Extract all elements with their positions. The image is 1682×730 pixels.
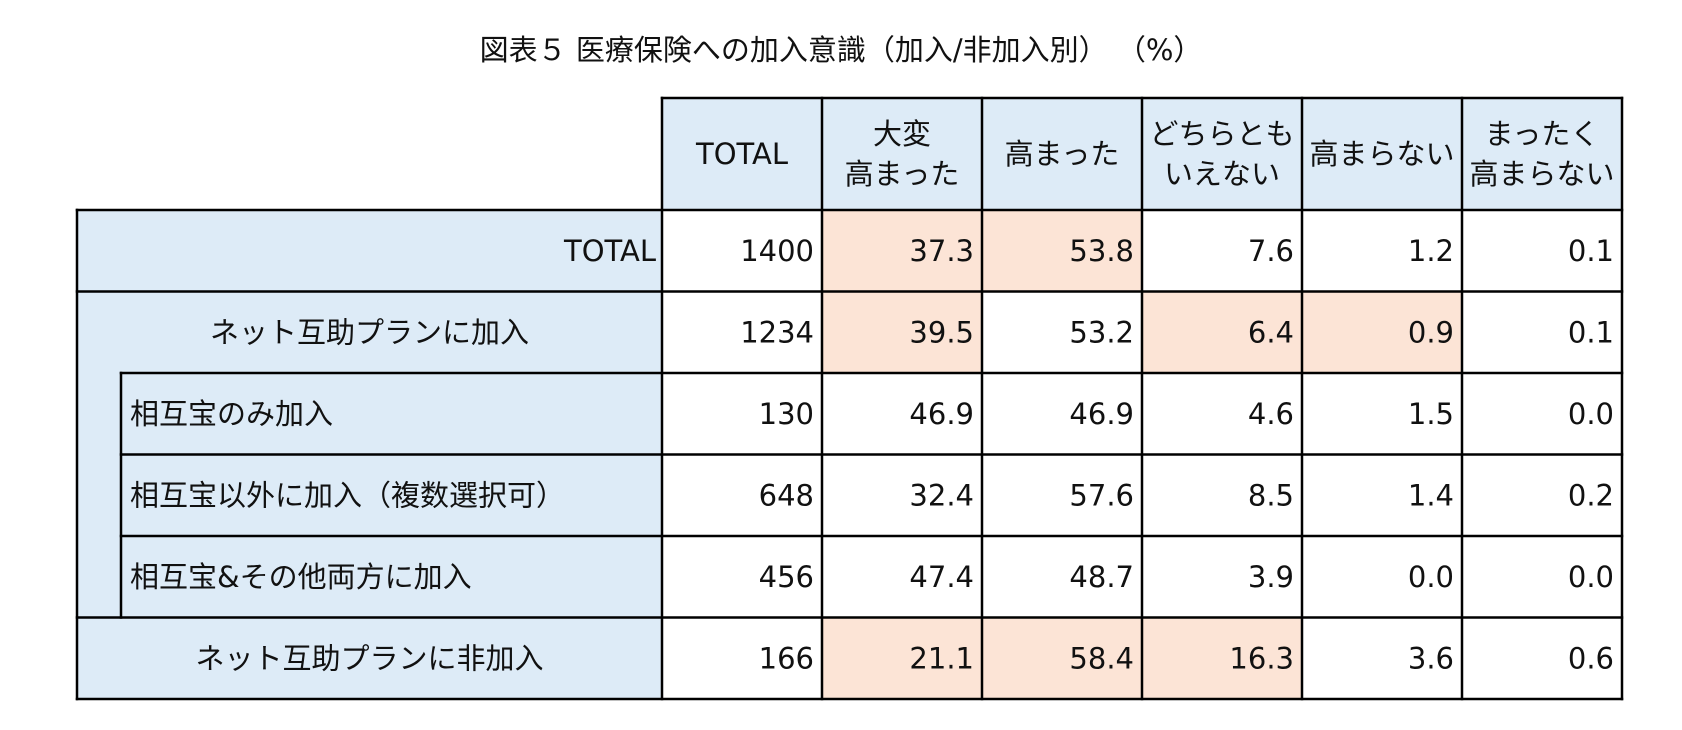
highlight-cell xyxy=(982,617,1142,699)
row-label: ネット互助プランに非加入 xyxy=(195,641,543,675)
data-label: 8.5 xyxy=(1248,478,1294,512)
data-label: 3.9 xyxy=(1248,560,1294,594)
column-header-label: 高まった xyxy=(845,157,960,191)
value-cell xyxy=(1302,536,1462,618)
column-header-label: 高まらない xyxy=(1469,157,1614,191)
value-cell xyxy=(1462,536,1622,618)
data-label: 53.2 xyxy=(1069,315,1134,349)
value-cell xyxy=(1142,210,1302,292)
value-cell xyxy=(982,454,1142,536)
value-cell xyxy=(1462,210,1622,292)
highlight-cell xyxy=(1302,291,1462,373)
data-label: 7.6 xyxy=(1248,234,1294,268)
row-label: 相互宝&その他両方に加入 xyxy=(130,560,472,594)
row-label: 相互宝のみ加入 xyxy=(130,397,333,431)
highlight-cell xyxy=(1142,291,1302,373)
data-label: 0.6 xyxy=(1568,641,1614,675)
column-header-label: まったく xyxy=(1485,117,1600,151)
data-label: 166 xyxy=(759,641,814,675)
value-cell xyxy=(1462,373,1622,455)
value-cell xyxy=(662,291,822,373)
data-label: 6.4 xyxy=(1248,315,1294,349)
data-label: 0.1 xyxy=(1568,315,1614,349)
column-header-label: いえない xyxy=(1164,157,1280,191)
data-label: 0.0 xyxy=(1568,560,1614,594)
data-label: 1.5 xyxy=(1408,397,1454,431)
data-label: 0.2 xyxy=(1568,478,1614,512)
data-label: 0.0 xyxy=(1568,397,1614,431)
value-cell xyxy=(982,536,1142,618)
row-label: TOTAL xyxy=(563,234,656,268)
data-label: 39.5 xyxy=(909,315,974,349)
value-cell xyxy=(982,291,1142,373)
value-cell xyxy=(1302,210,1462,292)
value-cell xyxy=(1462,291,1622,373)
data-label: 47.4 xyxy=(909,560,974,594)
data-label: 53.8 xyxy=(1069,234,1134,268)
value-cell xyxy=(662,454,822,536)
value-cell xyxy=(1462,454,1622,536)
data-label: 0.1 xyxy=(1568,234,1614,268)
data-label: 37.3 xyxy=(909,234,974,268)
value-cell xyxy=(1142,373,1302,455)
data-label: 58.4 xyxy=(1069,641,1134,675)
column-header-label: どちらとも xyxy=(1149,117,1294,151)
value-cell xyxy=(662,617,822,699)
value-cell xyxy=(822,373,982,455)
data-label: 4.6 xyxy=(1248,397,1294,431)
value-cell xyxy=(662,210,822,292)
data-label: 46.9 xyxy=(1069,397,1134,431)
value-cell xyxy=(1302,454,1462,536)
highlight-cell xyxy=(982,210,1142,292)
data-label: 32.4 xyxy=(909,478,974,512)
value-cell xyxy=(662,536,822,618)
value-cell xyxy=(982,373,1142,455)
data-label: 648 xyxy=(759,478,814,512)
data-label: 1234 xyxy=(740,315,814,349)
data-label: 48.7 xyxy=(1069,560,1134,594)
data-label: 3.6 xyxy=(1408,641,1454,675)
data-label: 1.4 xyxy=(1408,478,1454,512)
row-label: 相互宝以外に加入（複数選択可） xyxy=(130,478,565,512)
value-cell xyxy=(822,454,982,536)
value-cell xyxy=(1462,617,1622,699)
data-label: 1.2 xyxy=(1408,234,1454,268)
value-cell xyxy=(1302,373,1462,455)
column-header-label: 高まった xyxy=(1005,137,1120,171)
value-cell xyxy=(1142,454,1302,536)
data-label: 16.3 xyxy=(1229,641,1294,675)
column-header-label: TOTAL xyxy=(695,137,788,171)
value-cell xyxy=(822,536,982,618)
highlight-cell xyxy=(822,210,982,292)
data-label: 46.9 xyxy=(909,397,974,431)
column-header-label: 高まらない xyxy=(1309,137,1454,171)
highlight-cell xyxy=(822,617,982,699)
data-label: 0.0 xyxy=(1408,560,1454,594)
row-label: ネット互助プランに加入 xyxy=(210,315,529,349)
data-label: 130 xyxy=(759,397,814,431)
data-label: 456 xyxy=(759,560,814,594)
data-label: 57.6 xyxy=(1069,478,1134,512)
data-label: 0.9 xyxy=(1408,315,1454,349)
value-cell xyxy=(662,373,822,455)
highlight-cell xyxy=(1142,617,1302,699)
highlight-cell xyxy=(822,291,982,373)
chart-title: 図表５ 医療保険への加入意識（加入/非加入別） （%） xyxy=(479,33,1203,67)
data-label: 1400 xyxy=(740,234,814,268)
value-cell xyxy=(1142,536,1302,618)
data-label: 21.1 xyxy=(909,641,974,675)
column-header-label: 大変 xyxy=(873,117,931,151)
value-cell xyxy=(1302,617,1462,699)
